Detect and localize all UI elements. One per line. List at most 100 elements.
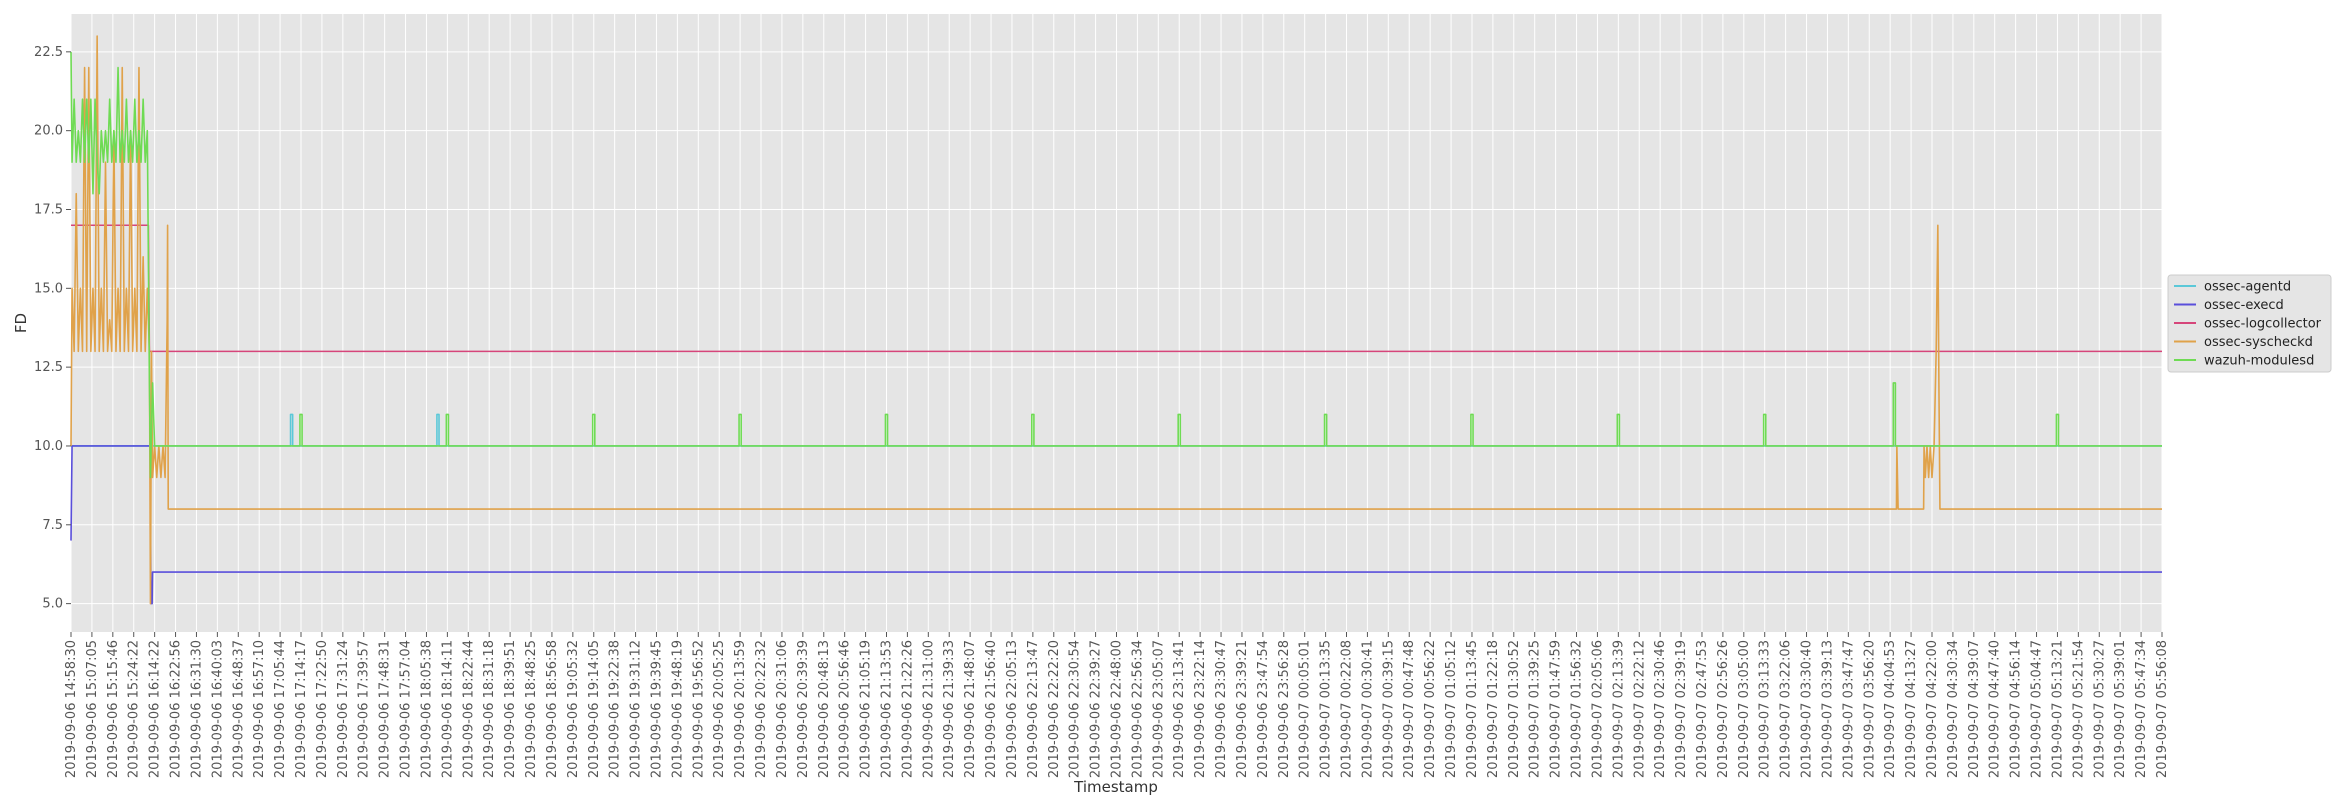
x-tick-label: 2019-09-07 05:30:27 xyxy=(2092,640,2107,778)
x-tick-label: 2019-09-06 16:14:22 xyxy=(148,640,163,778)
x-tick-label: 2019-09-07 04:22:00 xyxy=(1925,640,1940,778)
x-tick-label: 2019-09-06 19:05:32 xyxy=(566,640,581,778)
x-tick-label: 2019-09-07 01:13:45 xyxy=(1465,640,1480,778)
x-tick-label: 2019-09-07 01:39:25 xyxy=(1528,640,1543,778)
x-tick-label: 2019-09-06 18:56:58 xyxy=(545,640,560,778)
x-tick-label: 2019-09-06 18:22:44 xyxy=(461,640,476,778)
x-tick-label: 2019-09-06 22:22:20 xyxy=(1047,640,1062,778)
legend-label: wazuh-modulesd xyxy=(2204,354,2314,369)
x-tick-label: 2019-09-06 18:48:25 xyxy=(524,640,539,778)
y-tick-label: 10.0 xyxy=(34,439,63,454)
x-tick-label: 2019-09-07 05:21:54 xyxy=(2071,640,2086,778)
legend-label: ossec-logcollector xyxy=(2204,317,2322,332)
x-tick-label: 2019-09-06 20:39:39 xyxy=(796,640,811,778)
x-tick-label: 2019-09-07 05:04:47 xyxy=(2030,640,2045,778)
x-tick-label: 2019-09-07 03:56:20 xyxy=(1862,640,1877,778)
x-tick-label: 2019-09-06 20:31:06 xyxy=(775,640,790,778)
x-gridlines xyxy=(70,14,2163,632)
x-tick-label: 2019-09-07 04:56:14 xyxy=(2009,640,2024,778)
y-axis-label: FD xyxy=(12,313,30,333)
y-tick-label: 5.0 xyxy=(42,597,63,612)
legend-label: ossec-syscheckd xyxy=(2204,335,2313,350)
x-tick-label: 2019-09-06 16:57:10 xyxy=(252,640,267,778)
legend: ossec-agentd ossec-execd ossec-logcollecto… xyxy=(2167,274,2332,373)
x-tick-label: 2019-09-07 00:22:08 xyxy=(1340,640,1355,778)
x-tick-label: 2019-09-07 00:05:01 xyxy=(1298,640,1313,778)
x-tick-label: 2019-09-06 21:39:33 xyxy=(942,640,957,778)
legend-label: ossec-agentd xyxy=(2204,280,2291,295)
x-tick-label: 2019-09-07 04:30:34 xyxy=(1946,640,1961,778)
series-line-wazuh-modulesd xyxy=(70,51,2162,479)
x-tick-label: 2019-09-06 17:57:04 xyxy=(399,640,414,778)
x-tick-label: 2019-09-06 18:31:18 xyxy=(482,640,497,778)
x-tick-label: 2019-09-06 19:31:12 xyxy=(629,640,644,778)
x-tick-label: 2019-09-06 17:31:24 xyxy=(336,640,351,778)
x-tick-label: 2019-09-06 18:05:38 xyxy=(419,640,434,778)
x-tick-label: 2019-09-06 23:47:54 xyxy=(1256,640,1271,778)
x-tick-label: 2019-09-07 05:56:08 xyxy=(2155,640,2170,778)
x-tick-label: 2019-09-07 02:39:19 xyxy=(1674,640,1689,778)
x-tick-label: 2019-09-06 21:56:40 xyxy=(984,640,999,778)
x-tick-label: 2019-09-07 02:05:06 xyxy=(1590,640,1605,778)
x-tick-label: 2019-09-06 20:56:46 xyxy=(838,640,853,778)
x-tick-label: 2019-09-06 19:56:52 xyxy=(691,640,706,778)
x-tick-label: 2019-09-06 22:30:54 xyxy=(1068,640,1083,778)
x-tick-label: 2019-09-07 02:30:46 xyxy=(1653,640,1668,778)
x-tick-label: 2019-09-06 22:05:13 xyxy=(1005,640,1020,778)
x-tick-label: 2019-09-06 20:48:13 xyxy=(817,640,832,778)
x-tick-label: 2019-09-06 23:56:28 xyxy=(1277,640,1292,778)
x-tick-label: 2019-09-06 22:48:00 xyxy=(1110,640,1125,778)
y-tick-label: 7.5 xyxy=(42,518,63,533)
x-tick-label: 2019-09-06 17:14:17 xyxy=(294,640,309,778)
x-tick-label: 2019-09-07 00:56:22 xyxy=(1423,640,1438,778)
x-tick-label: 2019-09-07 04:04:53 xyxy=(1883,640,1898,778)
x-tick-label: 2019-09-06 23:13:41 xyxy=(1172,640,1187,778)
x-tick-label: 2019-09-06 22:39:27 xyxy=(1089,640,1104,778)
x-tick-label: 2019-09-07 03:22:06 xyxy=(1779,640,1794,778)
x-tick-label: 2019-09-07 02:56:26 xyxy=(1716,640,1731,778)
x-tick-label: 2019-09-06 17:22:50 xyxy=(315,640,330,778)
x-tick-label: 2019-09-06 21:48:07 xyxy=(963,640,978,778)
x-tick-label: 2019-09-06 16:40:03 xyxy=(210,640,225,778)
y-tick-label: 20.0 xyxy=(34,124,63,139)
x-tick-label: 2019-09-07 05:47:34 xyxy=(2134,640,2149,778)
legend-box xyxy=(2167,274,2332,373)
x-tick-label: 2019-09-06 17:48:31 xyxy=(378,640,393,778)
x-tick-label: 2019-09-07 04:13:27 xyxy=(1904,640,1919,778)
x-tick-label: 2019-09-07 02:22:12 xyxy=(1632,640,1647,778)
x-tick-label: 2019-09-06 18:39:51 xyxy=(503,640,518,778)
x-tick-label: 2019-09-06 21:22:26 xyxy=(900,640,915,778)
x-tick-label: 2019-09-06 15:07:05 xyxy=(85,640,100,778)
x-tick-label: 2019-09-07 01:22:18 xyxy=(1486,640,1501,778)
x-tick-label: 2019-09-06 23:05:07 xyxy=(1151,640,1166,778)
x-tick-label: 2019-09-06 15:24:22 xyxy=(127,640,142,778)
x-tick-label: 2019-09-06 23:30:47 xyxy=(1214,640,1229,778)
x-tick-label: 2019-09-07 03:30:40 xyxy=(1800,640,1815,778)
x-tick-label: 2019-09-07 04:47:40 xyxy=(1988,640,2003,778)
x-tick-label: 2019-09-06 20:05:25 xyxy=(712,640,727,778)
x-tick-label: 2019-09-07 03:13:33 xyxy=(1758,640,1773,778)
legend-label: ossec-execd xyxy=(2204,298,2284,313)
x-tick-label: 2019-09-06 19:22:38 xyxy=(608,640,623,778)
x-tick-label: 2019-09-06 21:31:00 xyxy=(921,640,936,778)
x-tick-label: 2019-09-06 21:13:53 xyxy=(879,640,894,778)
x-tick-label: 2019-09-06 19:48:19 xyxy=(670,640,685,778)
x-tick-label: 2019-09-07 00:47:48 xyxy=(1402,640,1417,778)
series-lines xyxy=(70,35,2162,605)
x-tick-label: 2019-09-06 20:22:32 xyxy=(754,640,769,778)
x-tick-label: 2019-09-07 01:56:32 xyxy=(1570,640,1585,778)
x-tick-label: 2019-09-06 19:14:05 xyxy=(587,640,602,778)
x-tick-label: 2019-09-07 03:47:47 xyxy=(1841,640,1856,778)
x-axis: 2019-09-06 14:58:30 2019-09-06 15:07:05 20… xyxy=(64,632,2170,778)
x-tick-label: 2019-09-06 16:48:37 xyxy=(231,640,246,778)
series-line-ossec-syscheckd xyxy=(70,35,2162,605)
y-tick-label: 15.0 xyxy=(34,281,63,296)
x-tick-label: 2019-09-07 03:05:00 xyxy=(1737,640,1752,778)
x-tick-label: 2019-09-07 01:30:52 xyxy=(1507,640,1522,778)
x-tick-label: 2019-09-06 23:39:21 xyxy=(1235,640,1250,778)
x-tick-label: 2019-09-06 16:31:30 xyxy=(189,640,204,778)
x-tick-label: 2019-09-06 14:58:30 xyxy=(64,640,79,778)
x-tick-label: 2019-09-06 21:05:19 xyxy=(859,640,874,778)
x-tick-label: 2019-09-07 00:30:41 xyxy=(1360,640,1375,778)
x-tick-label: 2019-09-06 19:39:45 xyxy=(649,640,664,778)
